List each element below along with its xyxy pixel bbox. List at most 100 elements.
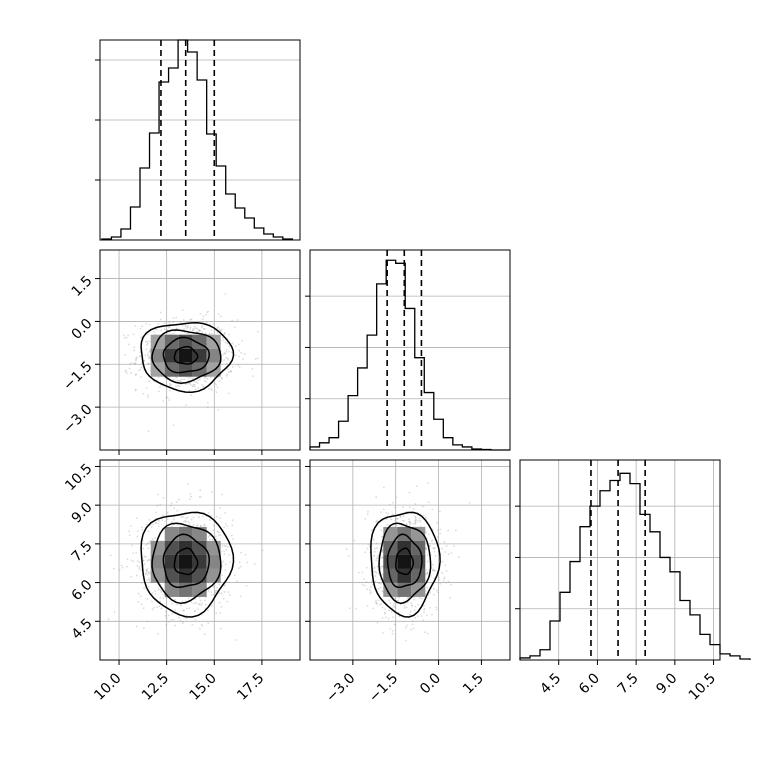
sample-point (194, 618, 197, 621)
sample-point (146, 560, 149, 562)
density-cell (397, 554, 412, 569)
sample-point (426, 560, 429, 563)
y-tick-label: 10.5 (62, 461, 95, 494)
sample-point (135, 517, 138, 520)
sample-point (374, 575, 377, 577)
sample-point (414, 521, 417, 524)
sample-point (425, 569, 428, 571)
sample-point (219, 330, 222, 333)
sample-point (433, 548, 435, 550)
sample-point (142, 392, 145, 395)
sample-point (201, 325, 203, 328)
sample-point (372, 570, 375, 573)
sample-point (401, 519, 404, 522)
sample-point (218, 583, 220, 586)
sample-point (180, 378, 183, 381)
sample-point (224, 511, 227, 514)
sample-point (135, 357, 138, 359)
sample-point (430, 581, 433, 584)
sample-point (201, 383, 204, 386)
sample-point (212, 586, 215, 589)
sample-point (435, 589, 438, 592)
sample-point (387, 617, 390, 620)
sample-point (232, 538, 234, 540)
sample-point (126, 565, 129, 568)
sample-point (149, 349, 151, 352)
sample-point (423, 631, 426, 634)
sample-point (219, 627, 222, 630)
sample-point (378, 582, 381, 584)
sample-point (166, 511, 169, 514)
sample-point (145, 569, 148, 572)
sample-point (184, 331, 187, 334)
sample-point (128, 367, 131, 370)
contour-line (140, 511, 235, 618)
sample-point (126, 558, 129, 561)
histogram-bar (188, 52, 198, 240)
sample-point (198, 496, 201, 498)
sample-point (125, 369, 128, 372)
sample-point (241, 339, 244, 342)
sample-point (88, 346, 90, 348)
sample-point (215, 612, 218, 615)
sample-point (226, 546, 229, 548)
sample-point (229, 370, 232, 372)
density-cell (178, 568, 193, 583)
sample-point (408, 521, 411, 523)
scatter-2-0-frame (99, 459, 301, 661)
sample-point (197, 603, 200, 606)
sample-point (214, 589, 217, 592)
sample-point (157, 493, 160, 496)
sample-point (217, 326, 219, 329)
sample-point (238, 366, 241, 369)
sample-point (238, 561, 241, 564)
sample-point (381, 549, 384, 552)
sample-point (211, 604, 213, 607)
sample-point (364, 517, 367, 520)
sample-point (190, 601, 193, 603)
sample-point (381, 565, 384, 568)
sample-point (168, 384, 171, 387)
sample-point (134, 359, 137, 362)
sample-point (212, 322, 215, 325)
sample-point (210, 594, 213, 596)
sample-point (393, 597, 396, 600)
sample-point (223, 526, 226, 529)
sample-point (363, 584, 366, 587)
sample-point (202, 328, 205, 331)
sample-point (392, 604, 395, 607)
sample-point (196, 331, 199, 333)
sample-point (414, 515, 416, 518)
sample-point (194, 385, 196, 388)
sample-point (181, 309, 184, 311)
sample-point (216, 530, 219, 533)
x-tick-label: 17.5 (234, 670, 267, 703)
sample-point (194, 327, 197, 330)
sample-point (136, 356, 138, 359)
sample-point (142, 607, 145, 610)
sample-point (384, 608, 387, 611)
sample-point (381, 565, 384, 568)
sample-point (426, 553, 429, 556)
sample-point (380, 603, 382, 606)
sample-point (402, 515, 405, 518)
sample-point (148, 357, 150, 360)
sample-point (373, 554, 375, 557)
sample-point (223, 591, 226, 593)
histogram-bar (405, 308, 415, 450)
sample-point (172, 332, 175, 335)
sample-point (135, 574, 138, 577)
sample-point (215, 391, 218, 394)
sample-point (195, 525, 198, 527)
sample-point (174, 609, 176, 612)
sample-point (348, 607, 351, 610)
sample-point (423, 611, 425, 614)
sample-point (135, 551, 138, 554)
sample-point (373, 555, 376, 557)
sample-point (223, 352, 226, 355)
sample-point (188, 389, 191, 392)
sample-point (123, 337, 126, 339)
sample-point (136, 564, 139, 567)
sample-point (236, 319, 239, 321)
histogram-bar (700, 634, 710, 660)
